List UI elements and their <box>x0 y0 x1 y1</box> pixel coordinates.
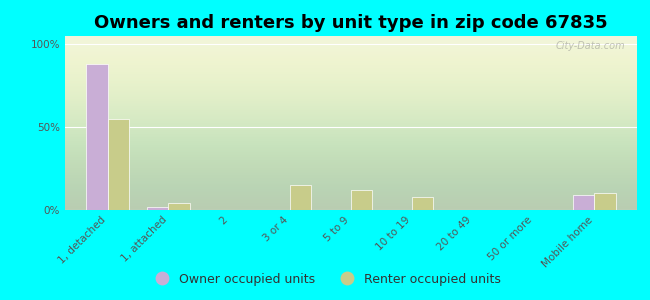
Bar <box>86 64 108 210</box>
Bar <box>108 119 129 210</box>
Legend: Owner occupied units, Renter occupied units: Owner occupied units, Renter occupied un… <box>144 268 506 291</box>
Bar <box>412 197 433 210</box>
Bar <box>147 207 168 210</box>
Bar <box>168 203 190 210</box>
Title: Owners and renters by unit type in zip code 67835: Owners and renters by unit type in zip c… <box>94 14 608 32</box>
Bar <box>290 185 311 210</box>
Text: City-Data.com: City-Data.com <box>556 41 625 51</box>
Bar <box>573 195 594 210</box>
Bar <box>594 194 616 210</box>
Bar <box>351 190 372 210</box>
